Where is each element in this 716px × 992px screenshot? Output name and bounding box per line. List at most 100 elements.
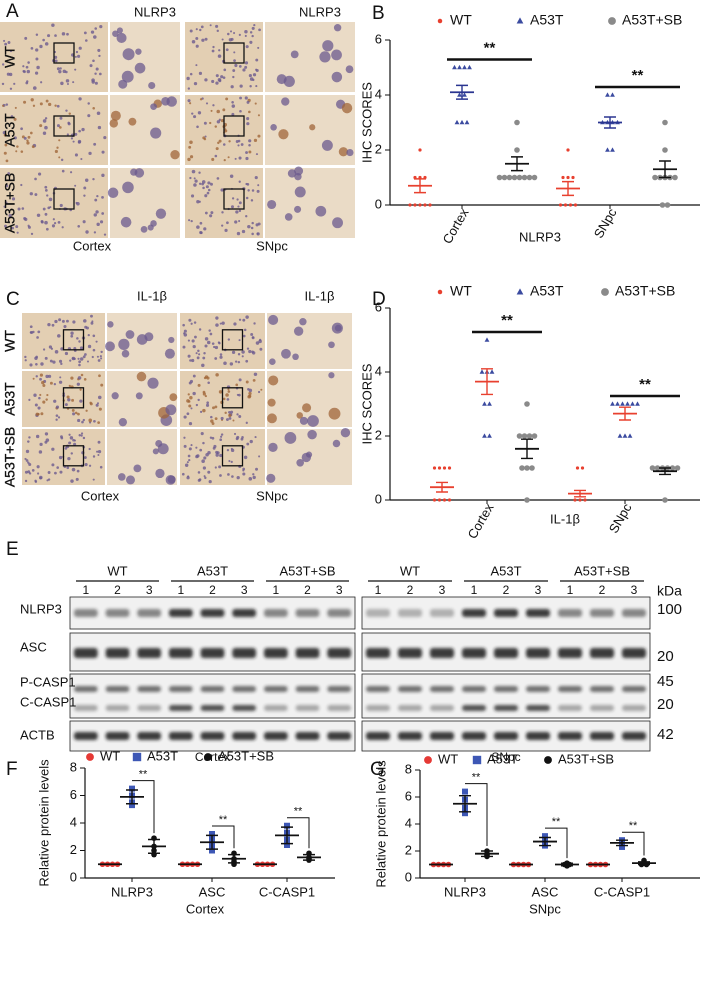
cell [81,127,85,132]
cell [75,477,79,481]
cell [84,463,88,467]
cell [186,461,189,464]
cell [29,331,32,334]
cell [220,416,224,420]
cell [237,360,241,364]
point [418,203,422,207]
cell [32,86,37,90]
band [295,705,320,711]
cell [35,57,39,61]
cell [58,380,63,384]
cell [206,191,210,195]
cell [84,353,87,356]
cell [87,114,91,118]
cell [211,49,215,53]
cell [189,72,193,76]
protein-label: ACTB [20,727,55,742]
significance-label: ** [501,312,513,329]
cell [223,361,227,365]
cell [222,397,226,401]
cell [73,357,76,361]
cell [92,177,95,181]
cell [3,39,6,42]
cell [251,232,254,236]
cell [71,408,75,412]
band [200,648,225,658]
band [264,648,288,658]
cell [193,183,197,187]
point [561,175,565,180]
band [526,609,550,617]
cell [170,150,180,160]
cell [209,214,213,218]
cell [294,205,302,213]
band [462,686,486,692]
cell [197,478,201,482]
cell [78,340,81,343]
cell [245,315,249,319]
cell [238,339,241,342]
cell [232,419,235,422]
point [516,17,524,24]
cell [168,336,175,344]
cell [299,416,308,425]
cell [189,396,193,400]
cell [83,319,87,323]
cell [301,452,312,463]
cell [57,416,61,419]
cell [77,412,80,416]
cell [186,76,190,81]
band [622,609,646,617]
cell [227,32,230,36]
cell [220,433,224,436]
cell [233,59,236,62]
cell [189,155,194,159]
cell [292,353,299,361]
cell [216,177,220,180]
cell [107,187,119,199]
cell [189,102,192,105]
point [479,369,485,374]
cell [44,212,48,216]
cell [222,76,226,80]
band [105,732,130,740]
cell [199,410,203,413]
band [558,609,582,617]
cell [239,84,243,88]
cell [202,408,206,413]
cell [30,131,33,135]
point [437,466,442,470]
point [204,753,212,761]
cell [27,61,30,64]
cell [219,355,223,359]
cell [78,97,82,101]
cell [9,49,13,53]
cell [218,49,221,52]
cell [239,96,242,100]
significance-label: ** [552,816,561,828]
band [200,732,225,740]
cell [94,27,98,30]
cell [109,119,119,128]
cell [195,403,199,407]
cell [96,402,100,405]
cell [188,219,191,222]
cell [189,176,192,180]
cell [338,147,349,157]
cell [228,416,232,420]
cell [4,224,7,228]
cell [152,448,159,455]
cell [245,421,248,424]
cell [260,388,263,391]
cell [216,29,219,33]
point [635,401,640,406]
cell [208,480,212,484]
cell [248,143,251,147]
band [137,648,161,658]
lane-label: 3 [146,583,153,597]
x-tick-label: NLRP3 [444,884,486,899]
cell [257,114,260,117]
cell [56,104,60,108]
band [398,732,422,740]
cell [208,329,211,332]
